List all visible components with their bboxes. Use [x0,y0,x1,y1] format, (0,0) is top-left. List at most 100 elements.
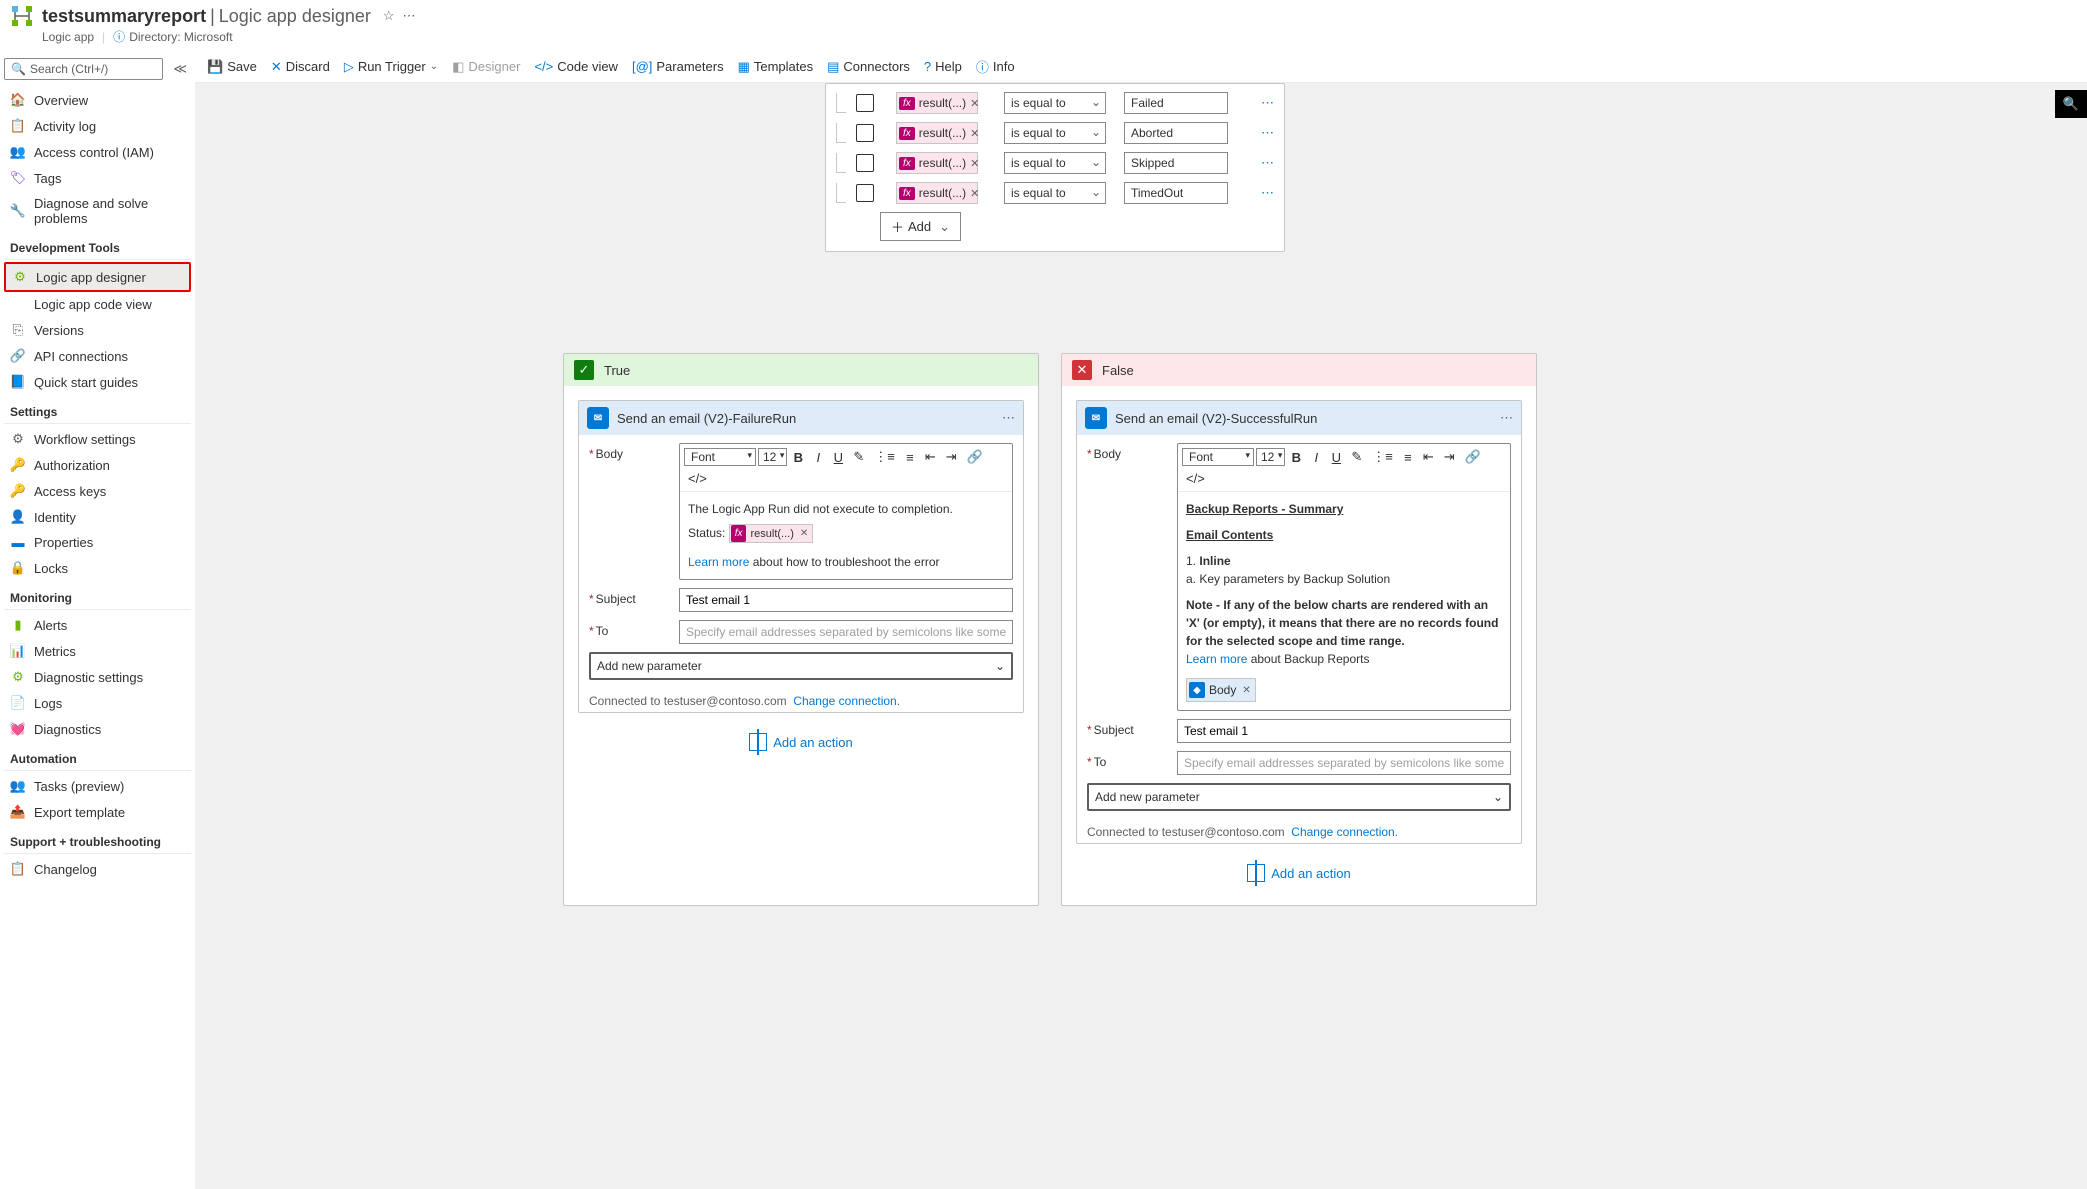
true-subject-input[interactable] [679,588,1013,612]
row-more-icon[interactable]: ⋯ [1261,95,1274,111]
info-button[interactable]: ⓘInfo [976,57,1015,76]
result-token[interactable]: fxresult(...)✕ [896,122,978,144]
sidebar-item-identity[interactable]: 👤Identity [4,504,191,530]
false-to-input[interactable] [1177,751,1511,775]
sidebar-item-diagnostic-settings[interactable]: ⚙Diagnostic settings [4,664,191,690]
sidebar-item-locks[interactable]: 🔒Locks [4,555,191,581]
outdent-button[interactable]: ⇤ [921,447,940,467]
highlight-button[interactable]: ✎ [849,447,868,467]
result-token[interactable]: fxresult(...)✕ [896,182,978,204]
discard-button[interactable]: ✕Discard [271,59,330,75]
false-action-header[interactable]: ✉ Send an email (V2)-SuccessfulRun ⋯ [1077,401,1521,435]
code-view-button[interactable]: </>Code view [534,59,618,74]
font-select[interactable]: Font [684,448,756,466]
size-select[interactable]: 12 [1256,448,1285,466]
italic-button[interactable]: I [1307,448,1325,467]
zoom-button[interactable]: 🔍 [2055,90,2087,118]
sidebar-item-workflow-settings[interactable]: ⚙Workflow settings [4,426,191,452]
templates-button[interactable]: ▦Templates [738,59,814,75]
value-input[interactable]: Aborted [1124,122,1228,144]
learn-more-link[interactable]: Learn more [688,555,749,569]
size-select[interactable]: 12 [758,448,787,466]
italic-button[interactable]: I [809,448,827,467]
condition-checkbox[interactable] [856,184,874,202]
number-list-button[interactable]: ≡ [901,448,919,467]
sidebar-item-changelog[interactable]: 📋Changelog [4,856,191,882]
bold-button[interactable]: B [1287,448,1305,467]
sidebar-item-access-keys[interactable]: 🔑Access keys [4,478,191,504]
sidebar-item-diagnostics[interactable]: 💓Diagnostics [4,716,191,742]
indent-button[interactable]: ⇥ [1440,447,1459,467]
bullet-list-button[interactable]: ⋮≡ [870,447,899,467]
link-button[interactable]: 🔗 [1461,447,1485,467]
add-parameter-select[interactable]: Add new parameter ⌄ [1087,783,1511,811]
false-body-editor[interactable]: Font 12 B I U ✎ ⋮≡ ≡ [1177,443,1511,711]
sidebar-item-tags[interactable]: 🏷Tags [4,165,191,191]
more-icon[interactable]: ⋯ [403,8,416,24]
underline-button[interactable]: U [829,448,847,467]
remove-token-icon[interactable]: ✕ [970,157,979,170]
row-more-icon[interactable]: ⋯ [1261,185,1274,201]
sidebar-item-export-template[interactable]: 📤Export template [4,799,191,825]
bullet-list-button[interactable]: ⋮≡ [1368,447,1397,467]
result-token[interactable]: fxresult(...)✕ [896,92,978,114]
remove-token-icon[interactable]: ✕ [970,187,979,200]
learn-more-link[interactable]: Learn more [1186,652,1247,666]
condition-checkbox[interactable] [856,124,874,142]
sidebar-item-diagnose-and-solve-problems[interactable]: 🔧Diagnose and solve problems [4,191,191,231]
sidebar-item-access-control-iam-[interactable]: 👥Access control (IAM) [4,139,191,165]
code-button[interactable]: </> [1182,469,1209,488]
true-body-editor[interactable]: Font 12 B I U ✎ ⋮≡ ≡ [679,443,1013,580]
change-connection-link[interactable]: Change connection. [1291,825,1398,839]
number-list-button[interactable]: ≡ [1399,448,1417,467]
sidebar-item-alerts[interactable]: ▮Alerts [4,612,191,638]
sidebar-item-api-connections[interactable]: 🔗API connections [4,343,191,369]
false-subject-input[interactable] [1177,719,1511,743]
sidebar-item-properties[interactable]: ▬Properties [4,530,191,555]
true-body-content[interactable]: The Logic App Run did not execute to com… [680,492,1012,579]
sidebar-item-activity-log[interactable]: 📋Activity log [4,113,191,139]
sidebar-item-authorization[interactable]: 🔑Authorization [4,452,191,478]
sidebar-item-quick-start-guides[interactable]: 📘Quick start guides [4,369,191,395]
condition-checkbox[interactable] [856,154,874,172]
font-select[interactable]: Font [1182,448,1254,466]
sidebar-item-overview[interactable]: 🏠Overview [4,87,191,113]
save-button[interactable]: 💾Save [207,59,257,75]
remove-token-icon[interactable]: ✕ [1242,683,1250,698]
connectors-button[interactable]: ▤Connectors [827,59,910,75]
add-condition-button[interactable]: ＋Add [880,212,961,241]
condition-checkbox[interactable] [856,94,874,112]
false-body-content[interactable]: Backup Reports - Summary Email Contents … [1178,492,1510,710]
run-trigger-button[interactable]: ▷Run Trigger ⌄ [344,59,438,75]
favorite-star-icon[interactable]: ☆ [383,8,395,24]
collapse-sidebar-button[interactable]: ≪ [169,57,191,81]
true-to-input[interactable] [679,620,1013,644]
add-action-button[interactable]: Add an action [1247,864,1351,882]
indent-button[interactable]: ⇥ [942,447,961,467]
action-more-icon[interactable]: ⋯ [1002,410,1015,426]
remove-token-icon[interactable]: ✕ [970,97,979,110]
result-token[interactable]: fx result(...) ✕ [729,524,814,543]
row-more-icon[interactable]: ⋯ [1261,155,1274,171]
value-input[interactable]: Skipped [1124,152,1228,174]
bold-button[interactable]: B [789,448,807,467]
operator-select[interactable]: is equal to [1004,152,1106,174]
action-more-icon[interactable]: ⋯ [1500,410,1513,426]
sidebar-item-logic-app-code-view[interactable]: Logic app code view [4,292,191,317]
true-action-header[interactable]: ✉ Send an email (V2)-FailureRun ⋯ [579,401,1023,435]
sidebar-item-tasks-preview-[interactable]: 👥Tasks (preview) [4,773,191,799]
add-action-button[interactable]: Add an action [749,733,853,751]
add-parameter-select[interactable]: Add new parameter ⌄ [589,652,1013,680]
link-button[interactable]: 🔗 [963,447,987,467]
value-input[interactable]: TimedOut [1124,182,1228,204]
result-token[interactable]: fxresult(...)✕ [896,152,978,174]
designer-canvas[interactable]: fxresult(...)✕ is equal to Failed ⋯ fxresult… [195,83,2087,983]
designer-button[interactable]: ◧Designer [452,59,520,75]
sidebar-item-metrics[interactable]: 📊Metrics [4,638,191,664]
operator-select[interactable]: is equal to [1004,182,1106,204]
code-button[interactable]: </> [684,469,711,488]
underline-button[interactable]: U [1327,448,1345,467]
remove-token-icon[interactable]: ✕ [970,127,979,140]
row-more-icon[interactable]: ⋯ [1261,125,1274,141]
value-input[interactable]: Failed [1124,92,1228,114]
